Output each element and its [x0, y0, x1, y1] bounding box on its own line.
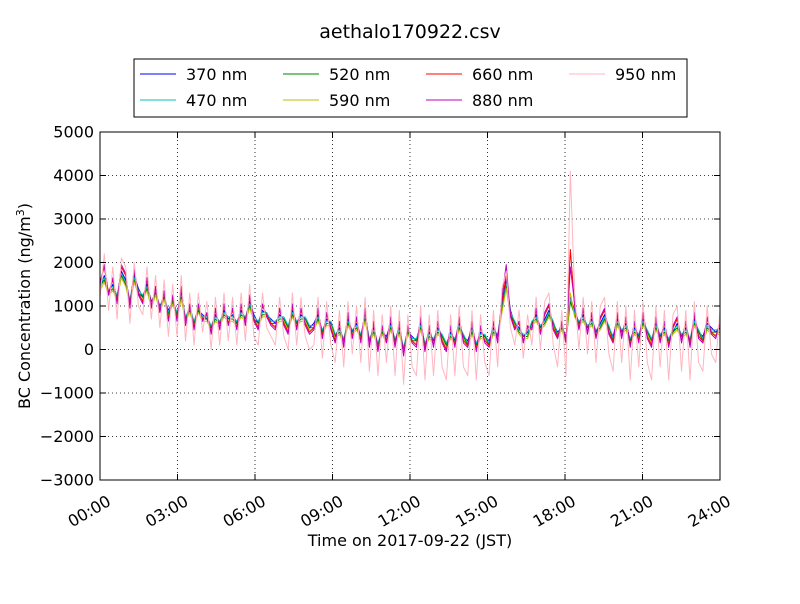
- legend-label: 520 nm: [329, 65, 390, 84]
- y-tick-label: 1000: [53, 297, 94, 316]
- legend-label: 660 nm: [472, 65, 533, 84]
- legend-item: 660 nm: [426, 65, 533, 84]
- legend-label: 590 nm: [329, 91, 390, 110]
- y-axis-label-main: BC Concentration (ng/m: [15, 216, 34, 409]
- y-axis-label: BC Concentration (ng/m3): [14, 203, 34, 409]
- legend: 370 nm 470 nm 520 nm 590 nm 660 nm 880 nm 950 …: [133, 58, 688, 118]
- legend-item: 520 nm: [283, 65, 390, 84]
- y-tick-label: 0: [84, 340, 94, 359]
- y-tick-label: 3000: [53, 210, 94, 229]
- legend-label: 370 nm: [186, 65, 247, 84]
- legend-item: 470 nm: [140, 91, 247, 110]
- legend-label: 880 nm: [472, 91, 533, 110]
- y-axis-label-superscript: 3: [14, 209, 27, 216]
- legend-box: [133, 58, 688, 118]
- y-tick-label: 5000: [53, 123, 94, 142]
- y-axis-label-close: ): [15, 203, 34, 209]
- y-tick-label: 4000: [53, 166, 94, 185]
- chart-title: aethalo170922.csv: [319, 21, 501, 43]
- legend-item: 590 nm: [283, 91, 390, 110]
- y-tick-label: −3000: [40, 471, 94, 490]
- legend-item: 880 nm: [426, 91, 533, 110]
- y-tick-label: −2000: [40, 427, 94, 446]
- y-tick-label: −1000: [40, 384, 94, 403]
- legend-label: 950 nm: [615, 65, 676, 84]
- legend-label: 470 nm: [186, 91, 247, 110]
- legend-item: 950 nm: [569, 65, 676, 84]
- y-tick-label: 2000: [53, 253, 94, 272]
- series-lines: [100, 170, 720, 385]
- x-axis-label: Time on 2017-09-22 (JST): [307, 531, 512, 550]
- series-line-950-nm: [100, 170, 720, 385]
- legend-item: 370 nm: [140, 65, 247, 84]
